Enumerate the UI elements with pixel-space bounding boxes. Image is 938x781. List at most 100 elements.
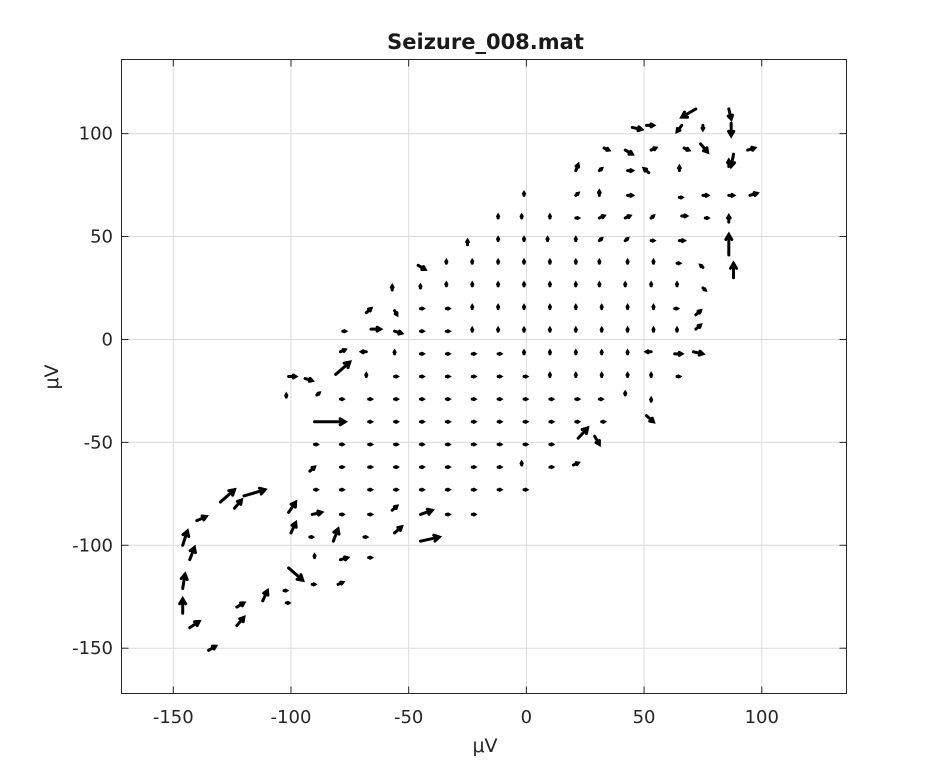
- quiver-arrow: [418, 306, 426, 311]
- quiver-arrow: [444, 306, 452, 311]
- quiver-arrow: [522, 419, 530, 424]
- quiver-arrow: [699, 142, 710, 155]
- quiver-arrow: [338, 465, 346, 470]
- quiver-arrow: [694, 308, 703, 317]
- y-axis-label: μV: [41, 364, 63, 389]
- quiver-arrow: [418, 374, 426, 379]
- quiver-arrow: [496, 280, 501, 288]
- quiver-arrow: [522, 487, 530, 492]
- x-axis-label: μV: [472, 735, 497, 757]
- quiver-arrow: [444, 329, 452, 334]
- quiver-arrow: [444, 351, 452, 356]
- quiver-arrow: [597, 280, 602, 288]
- quiver-arrow: [597, 236, 604, 243]
- quiver-arrow: [623, 280, 628, 288]
- quiver-arrow: [573, 348, 578, 356]
- quiver-arrow: [470, 257, 475, 265]
- quiver-arrow: [574, 191, 581, 197]
- quiver-arrow: [677, 163, 682, 173]
- quiver-arrow: [367, 512, 375, 517]
- quiver-arrow: [444, 419, 452, 424]
- x-tick-label: 0: [521, 707, 532, 728]
- quiver-arrow: [623, 389, 628, 397]
- quiver-arrow: [724, 231, 734, 257]
- axis-ticks: -150 -100 -50 0 50 100 100 50 0 -50 -100 -150: [72, 59, 847, 728]
- quiver-arrow: [597, 166, 604, 173]
- quiver-arrow: [726, 107, 734, 123]
- quiver-arrow: [547, 325, 552, 333]
- quiver-arrow: [235, 615, 246, 628]
- quiver-arrow: [310, 582, 318, 587]
- quiver-arrow: [312, 552, 317, 560]
- quiver-arrow: [599, 348, 604, 356]
- quiver-arrow: [643, 349, 653, 355]
- y-tick-label: 0: [102, 329, 113, 350]
- quiver-arrow: [602, 146, 612, 152]
- quiver-arrow: [649, 371, 654, 378]
- quiver-arrow: [284, 391, 289, 399]
- quiver-arrow: [596, 188, 602, 197]
- quiver-arrow: [393, 487, 400, 492]
- quiver-arrow: [496, 325, 501, 333]
- quiver-arrow: [692, 349, 706, 357]
- quiver-arrow: [393, 524, 404, 535]
- quiver-arrow: [521, 257, 527, 265]
- quiver-arrow: [338, 555, 351, 562]
- quiver-arrow: [465, 237, 470, 247]
- quiver-arrow: [651, 325, 656, 333]
- quiver-arrow: [418, 282, 423, 290]
- quiver-arrow: [673, 306, 681, 311]
- quiver-arrow: [649, 395, 654, 403]
- quiver-arrow: [521, 348, 527, 356]
- quiver-arrow: [367, 419, 375, 424]
- quiver-arrow: [574, 419, 582, 424]
- quiver-arrow: [496, 212, 501, 220]
- quiver-arrow: [677, 238, 687, 244]
- quiver-arrow: [338, 442, 346, 447]
- quiver-arrow: [287, 499, 298, 514]
- axes-frame: [121, 59, 847, 694]
- quiver-arrow: [367, 442, 375, 447]
- quiver-arrow: [308, 465, 317, 473]
- quiver-arrow: [545, 235, 550, 243]
- quiver-arrow: [548, 397, 556, 402]
- quiver-arrow: [726, 213, 732, 224]
- quiver-arrow: [418, 533, 443, 543]
- quiver-arrow: [496, 374, 504, 379]
- quiver-arrow: [674, 325, 680, 333]
- quiver-arrow: [496, 487, 504, 492]
- quiver-arrow: [364, 306, 374, 315]
- quiver-arrow: [682, 146, 692, 152]
- quiver-arrow: [289, 519, 298, 535]
- quiver-arrow: [367, 555, 375, 560]
- quiver-arrow: [303, 376, 315, 383]
- quiver-arrow: [625, 257, 630, 265]
- quiver-arrow: [338, 397, 346, 402]
- quiver-arrow: [649, 238, 657, 243]
- quiver-arrow: [519, 459, 524, 467]
- quiver-arrow: [547, 257, 552, 265]
- quiver-arrow: [261, 587, 270, 603]
- quiver-arrow: [547, 280, 552, 288]
- quiver-arrow: [308, 535, 316, 540]
- y-tick-label: -50: [84, 432, 113, 453]
- quiver-arrow: [694, 323, 703, 331]
- quiver-arrow: [338, 487, 346, 492]
- quiver-arrow: [207, 644, 219, 652]
- quiver-arrow: [444, 374, 452, 379]
- quiver-arrow: [573, 303, 578, 311]
- quiver-arrow: [393, 442, 400, 447]
- quiver-arrow: [284, 600, 292, 605]
- quiver-arrow: [626, 168, 636, 174]
- quiver-arrow: [444, 465, 452, 470]
- quiver-arrow: [573, 257, 578, 265]
- quiver-arrow: [418, 442, 426, 447]
- quiver-arrow: [418, 487, 426, 492]
- quiver-arrow: [470, 303, 475, 311]
- quiver-arrow: [644, 122, 657, 129]
- quiver-arrow: [195, 514, 209, 523]
- quiver-arrow: [547, 371, 552, 378]
- quiver-arrow: [235, 601, 247, 609]
- quiver-arrow: [393, 397, 400, 402]
- quiver-arrow: [593, 434, 601, 447]
